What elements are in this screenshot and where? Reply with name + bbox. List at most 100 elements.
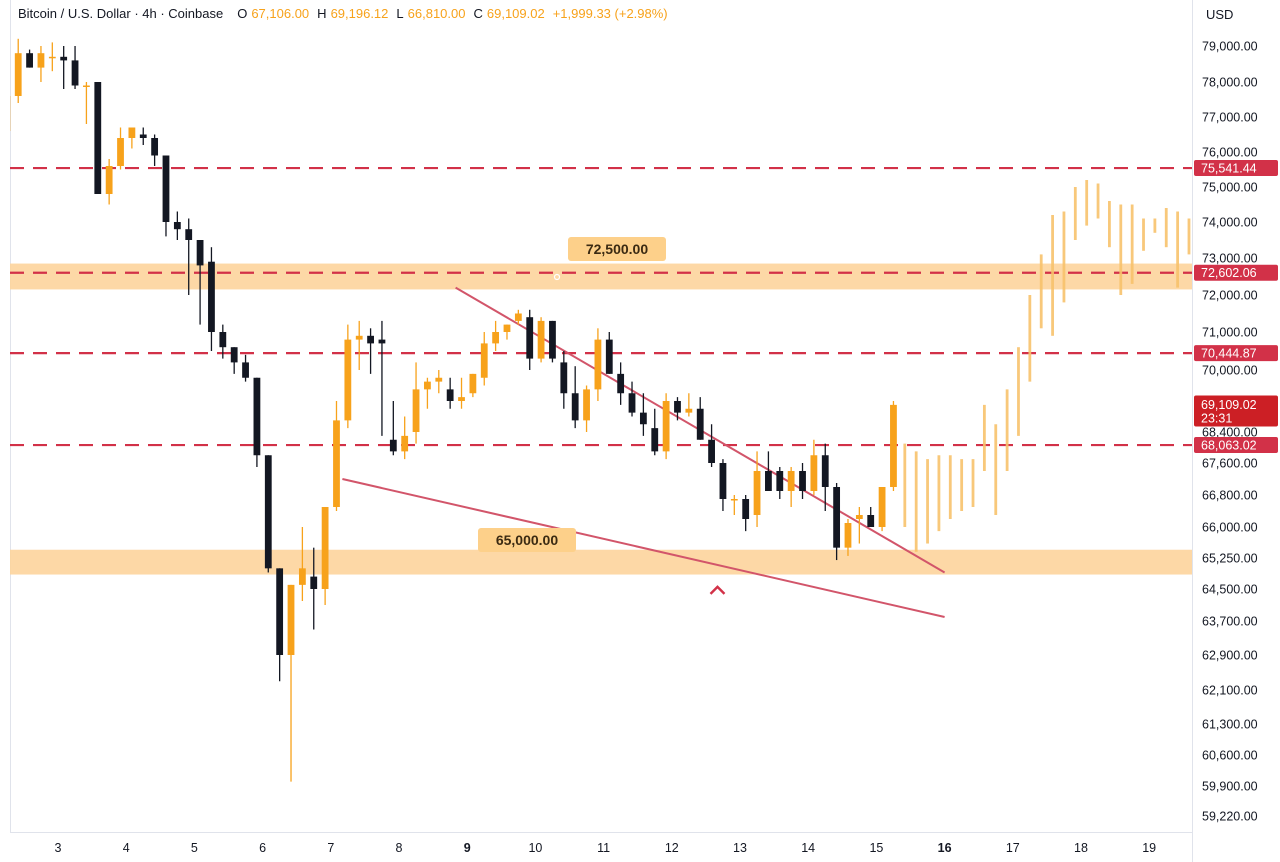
candle-up [890,404,897,487]
candle-down [696,408,704,440]
time-axis-divider [10,832,1192,833]
high-value: 69,196.12 [330,6,389,21]
symbol-title[interactable]: Bitcoin / U.S. Dollar · 4h · Coinbase [18,6,224,21]
candle-up [753,471,761,515]
candle-up [412,389,420,432]
y-tick-label: 64,500.00 [1202,583,1258,597]
projection-bar [1073,187,1077,240]
y-tick-label: 72,000.00 [1202,289,1258,303]
candle-up [537,320,545,359]
candle-down [185,229,193,240]
candle-up [401,435,409,452]
candle-down [776,471,784,491]
candle-down [26,53,33,68]
high-label: H [317,6,327,21]
projection-bar [1108,201,1111,248]
zone-label-box [478,528,576,552]
candle-up [844,523,852,548]
y-tick-label: 61,300.00 [1202,718,1258,732]
candle-down [242,362,249,378]
candle-down [151,138,159,156]
x-tick-label: 7 [327,841,334,855]
y-tick-label: 65,250.00 [1202,552,1258,566]
x-tick-label: 3 [55,841,62,855]
last-price-text: 69,109.02 [1201,398,1257,412]
candle-up [105,166,113,194]
x-tick-label: 4 [123,841,130,855]
level-price-tag [1194,437,1278,454]
projection-bar [914,451,918,552]
y-tick-label: 74,000.00 [1202,216,1258,230]
zone-label-box [568,237,666,261]
candle-up [583,389,590,421]
projection-bar [1119,204,1123,295]
candle-down [230,347,238,363]
candle-up [10,96,11,131]
x-tick-label: 18 [1074,841,1088,855]
candle-down [571,393,579,421]
support-resistance-zone [10,263,1192,290]
y-tick-label: 66,000.00 [1202,521,1258,535]
projection-bar [1085,180,1089,226]
candle-up [662,401,670,452]
candle-down [628,393,636,413]
projection-bar [971,459,975,507]
projection-bar [1062,211,1066,303]
projection-bar [1096,183,1100,219]
candle-down [765,471,772,491]
x-tick-label: 12 [665,841,679,855]
y-tick-label: 62,900.00 [1202,649,1258,663]
candle-down [94,82,102,194]
projection-bar [1176,211,1180,288]
candle-up [287,584,295,655]
candle-up [514,313,522,321]
y-tick-label: 71,000.00 [1202,326,1258,340]
candle-up [344,339,352,421]
candle-up [83,85,90,87]
candle-up [333,420,340,507]
x-tick-label: 5 [191,841,198,855]
x-tick-label: 6 [259,841,266,855]
plot-area [10,38,1192,782]
y-tick-label: 59,220.00 [1202,810,1258,824]
candle-up [480,343,488,378]
candle-up [117,138,124,166]
candle-down [139,134,147,138]
candle-up [685,408,693,413]
y-tick-label: 67,600.00 [1202,457,1258,471]
candle-down [162,155,170,222]
candle-down [719,463,727,499]
x-tick-label: 13 [733,841,747,855]
y-tick-label: 75,000.00 [1202,181,1258,195]
candle-up [14,53,22,96]
candle-up [810,455,818,491]
candle-up [594,339,602,390]
y-tick-label: 78,000.00 [1202,76,1258,90]
candle-down [605,339,613,374]
level-price-text: 70,444.87 [1201,347,1257,361]
candle-down [310,576,318,589]
candle-down [378,339,386,344]
candle-up [128,127,136,138]
change-value: +1,999.33 (+2.98%) [552,6,668,21]
candle-down [526,317,534,359]
x-tick-label: 14 [801,841,815,855]
candle-up [855,515,863,519]
candle-up [435,377,443,382]
currency-button[interactable]: USD [1206,6,1234,22]
candle-down [560,362,568,394]
candle-down [867,515,875,527]
candle-up [48,56,56,59]
candle-down [253,377,261,456]
projection-bar [937,455,941,532]
wedge-trendline [342,478,945,618]
candle-up [321,507,329,589]
x-tick-label: 19 [1142,841,1156,855]
projection-bar [960,459,964,511]
candle-down [367,335,374,344]
projection-bar [1017,347,1020,436]
projection-bar [1039,254,1043,329]
candle-down [446,389,454,401]
